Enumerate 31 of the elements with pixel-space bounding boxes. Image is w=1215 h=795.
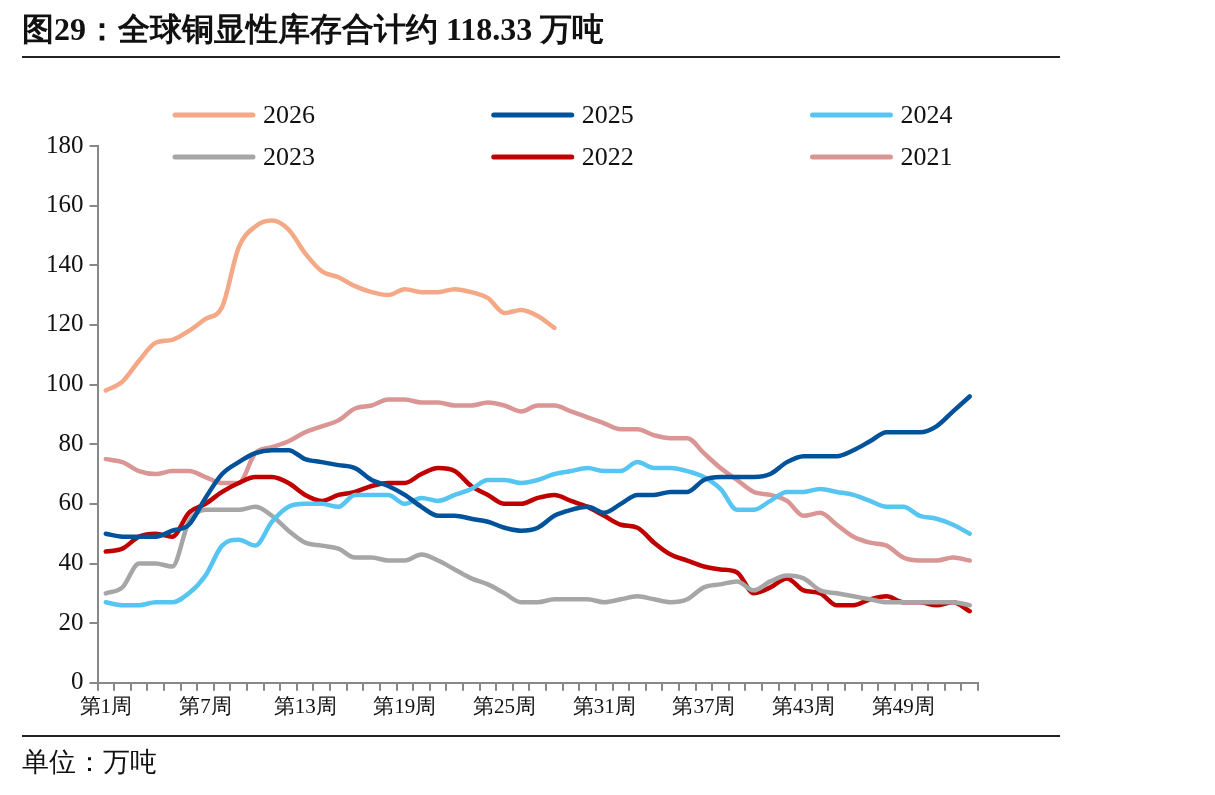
y-tick-label: 100	[46, 369, 84, 397]
x-tick-label: 第19周	[373, 693, 437, 718]
legend-label: 2024	[900, 99, 953, 129]
y-tick-label: 20	[58, 607, 84, 635]
x-tick-label: 第31周	[572, 693, 636, 718]
y-tick-label: 60	[58, 488, 84, 516]
line-series	[103, 394, 972, 539]
y-tick-label: 120	[46, 309, 84, 337]
x-tick-label: 第49周	[871, 693, 935, 718]
y-tick-label: 140	[46, 249, 84, 277]
legend-label: 2022	[581, 141, 634, 171]
legend-label: 2021	[900, 141, 953, 171]
legend-label: 2025	[581, 99, 634, 129]
line-series	[103, 218, 557, 393]
chart-title: 图29：全球铜显性库存合计约 118.33 万吨	[22, 6, 1060, 58]
y-tick-label: 0	[71, 667, 84, 695]
x-tick-label: 第37周	[672, 693, 736, 718]
legend-label: 2023	[262, 141, 315, 171]
y-tick-label: 160	[46, 190, 84, 218]
text: 单位：万吨	[22, 735, 1060, 787]
y-tick-label: 80	[58, 428, 84, 456]
legend-label: 2026	[262, 99, 315, 129]
y-tick-label: 180	[46, 130, 84, 158]
x-tick-label: 第1周	[79, 693, 133, 718]
x-tick-label: 第13周	[273, 693, 337, 718]
x-tick-label: 第43周	[772, 693, 836, 718]
line-series	[103, 397, 972, 563]
line-series	[103, 504, 972, 608]
y-tick-label: 40	[58, 548, 84, 576]
x-tick-label: 第25周	[473, 693, 537, 718]
x-tick-label: 第7周	[179, 693, 232, 718]
